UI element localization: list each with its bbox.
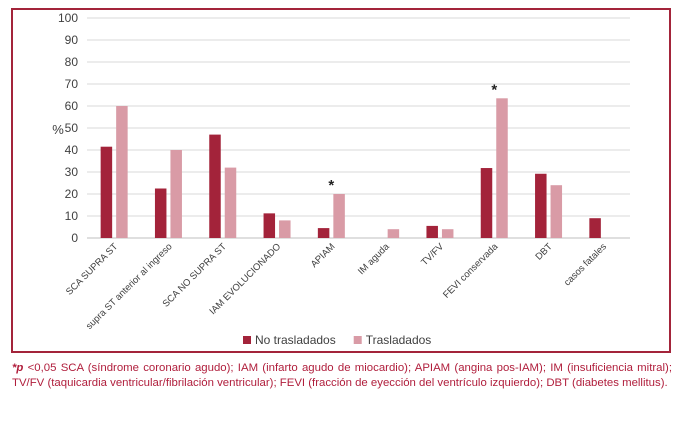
figure-caption: *p <0,05 SCA (síndrome coronario agudo);… — [12, 361, 672, 391]
bar-no-trasladados — [100, 146, 113, 238]
legend-swatch — [353, 336, 362, 344]
bar-trasladados — [387, 229, 400, 238]
bar-trasladados — [550, 185, 563, 238]
caption-marker: *p — [12, 362, 24, 374]
bar-no-trasladados — [426, 225, 438, 238]
y-tick-label: 10 — [65, 209, 79, 223]
bar-trasladados — [333, 194, 345, 238]
x-tick-label: SCA SUPRA ST — [64, 241, 120, 297]
bar-no-trasladados — [209, 134, 221, 238]
y-tick-label: 50 — [65, 121, 79, 135]
caption-text: <0,05 SCA (síndrome coronario agudo); IA… — [12, 362, 672, 389]
bar-trasladados — [116, 106, 128, 238]
y-tick-label: 20 — [65, 187, 79, 201]
chart-frame — [11, 8, 671, 353]
y-axis-label: % — [52, 122, 64, 137]
y-tick-label: 30 — [65, 165, 79, 179]
y-tick-label: 80 — [65, 55, 79, 69]
x-tick-label: TV/FV — [419, 241, 446, 268]
legend-swatch — [243, 336, 251, 344]
y-tick-label: 60 — [65, 99, 79, 113]
y-tick-label: 0 — [71, 231, 78, 245]
x-tick-label: casos fatales — [562, 241, 609, 288]
significance-marker: * — [491, 81, 497, 98]
x-tick-label: DBT — [533, 241, 554, 262]
x-tick-label: APIAM — [309, 241, 338, 270]
legend-label: Trasladados — [366, 333, 432, 347]
bar-no-trasladados — [154, 188, 167, 238]
y-tick-label: 40 — [65, 143, 79, 157]
x-tick-label: FEVI conservada — [441, 241, 501, 301]
legend-label: No trasladados — [255, 333, 336, 347]
y-tick-label: 70 — [65, 77, 79, 91]
bar-trasladados — [279, 220, 291, 238]
bar-trasladados — [224, 167, 237, 238]
y-tick-label: 100 — [58, 11, 78, 25]
x-tick-label: IM aguda — [356, 241, 392, 277]
bar-no-trasladados — [480, 168, 493, 238]
bar-no-trasladados — [535, 173, 547, 238]
bar-trasladados — [170, 150, 182, 238]
bar-no-trasladados — [263, 213, 276, 238]
bar-no-trasladados — [317, 228, 330, 238]
bar-no-trasladados — [589, 218, 601, 238]
y-tick-label: 90 — [65, 33, 79, 47]
significance-marker: * — [328, 177, 334, 194]
bar-trasladados — [496, 98, 508, 238]
bar-trasladados — [441, 229, 454, 238]
